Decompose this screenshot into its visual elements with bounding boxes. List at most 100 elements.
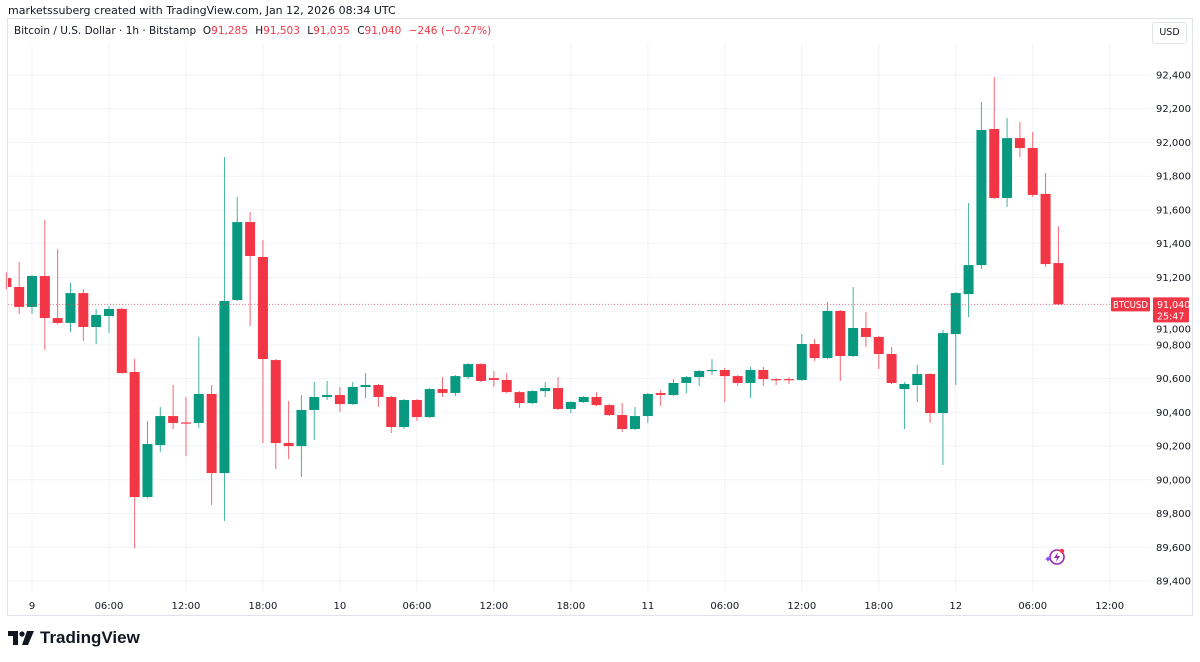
candle-down[interactable]	[886, 347, 897, 384]
candle-down[interactable]	[1040, 172, 1051, 267]
candle-body	[488, 378, 499, 380]
candle-up[interactable]	[424, 388, 435, 419]
currency-button[interactable]: USD	[1152, 22, 1187, 44]
candle-down[interactable]	[835, 309, 846, 381]
candle-up[interactable]	[27, 274, 37, 315]
candle-down[interactable]	[732, 375, 743, 387]
price-tick-label: 89,600	[1156, 543, 1191, 554]
time-tick-label: 06:00	[1018, 601, 1047, 612]
open-value: 91,285	[211, 25, 248, 37]
candle-down[interactable]	[925, 373, 936, 423]
candle-up[interactable]	[706, 359, 717, 376]
candle-down[interactable]	[719, 368, 730, 403]
candle-down[interactable]	[52, 249, 63, 325]
candle-down[interactable]	[989, 77, 1000, 199]
candle-up[interactable]	[681, 376, 692, 394]
candle-up[interactable]	[745, 366, 756, 398]
candle-up[interactable]	[963, 203, 974, 318]
candle-down[interactable]	[655, 390, 666, 407]
candle-down[interactable]	[257, 239, 268, 444]
candle-down[interactable]	[591, 392, 602, 407]
candle-body	[91, 315, 102, 327]
candle-body	[309, 396, 320, 410]
candle-down[interactable]	[14, 262, 25, 315]
candle-up[interactable]	[912, 364, 923, 403]
candle-down[interactable]	[553, 377, 564, 410]
candle-down[interactable]	[168, 385, 179, 430]
candle-down[interactable]	[39, 220, 50, 350]
candle-down[interactable]	[783, 377, 794, 384]
candle-up[interactable]	[668, 379, 679, 396]
candle-up[interactable]	[232, 196, 243, 302]
time-tick-label: 06:00	[710, 601, 739, 612]
candle-down[interactable]	[1014, 122, 1025, 157]
candle-up[interactable]	[937, 330, 948, 465]
candle-down[interactable]	[501, 373, 512, 394]
candle-up[interactable]	[1002, 118, 1013, 208]
candle-up[interactable]	[65, 282, 76, 333]
candle-up[interactable]	[796, 334, 807, 381]
candle-down[interactable]	[245, 211, 256, 326]
candle-down[interactable]	[604, 404, 615, 417]
candle-down[interactable]	[476, 363, 487, 382]
candle-up[interactable]	[976, 101, 987, 269]
candle-down[interactable]	[437, 377, 448, 397]
tradingview-logo[interactable]: TradingView	[8, 628, 140, 648]
candle-up[interactable]	[347, 381, 358, 406]
candle-down[interactable]	[873, 335, 884, 369]
candle-down[interactable]	[617, 403, 628, 433]
candle-down[interactable]	[206, 385, 217, 505]
candle-down[interactable]	[5, 272, 12, 290]
candle-up[interactable]	[463, 363, 474, 380]
candle-down[interactable]	[1027, 132, 1038, 197]
candle-up[interactable]	[822, 302, 833, 360]
candle-body	[476, 364, 487, 381]
candle-down[interactable]	[809, 338, 820, 362]
candle-down[interactable]	[386, 395, 397, 434]
candle-down[interactable]	[78, 289, 89, 341]
candle-up[interactable]	[360, 373, 371, 398]
candle-down[interactable]	[411, 399, 422, 421]
candle-body	[706, 369, 717, 372]
candle-up[interactable]	[565, 401, 576, 414]
candle-up[interactable]	[91, 308, 102, 345]
candle-down[interactable]	[180, 396, 191, 457]
candle-down[interactable]	[514, 391, 525, 408]
candle-down[interactable]	[270, 359, 281, 470]
candle-up[interactable]	[219, 156, 230, 521]
candle-down[interactable]	[758, 366, 769, 387]
candle-up[interactable]	[540, 381, 551, 397]
lightning-assistant-icon[interactable]	[1045, 548, 1065, 565]
candle-up[interactable]	[142, 420, 153, 499]
candle-down[interactable]	[373, 383, 384, 407]
candle-down[interactable]	[334, 387, 345, 412]
price-tick-label: 90,200	[1156, 442, 1191, 453]
candle-down[interactable]	[129, 359, 140, 548]
candle-body	[732, 376, 743, 383]
candle-down[interactable]	[860, 311, 871, 348]
candle-up[interactable]	[630, 406, 641, 431]
candle-up[interactable]	[578, 395, 589, 404]
candle-up[interactable]	[399, 399, 410, 430]
candle-up[interactable]	[296, 394, 307, 477]
candle-up[interactable]	[103, 306, 114, 334]
candle-up[interactable]	[899, 381, 910, 430]
candle-down[interactable]	[771, 378, 782, 386]
candle-down[interactable]	[1053, 226, 1064, 306]
candle-up[interactable]	[193, 336, 204, 429]
candle-up[interactable]	[848, 287, 859, 358]
candle-down[interactable]	[488, 371, 499, 388]
candle-up[interactable]	[527, 390, 538, 405]
candle-down[interactable]	[116, 307, 127, 374]
candle-down[interactable]	[283, 401, 294, 460]
candle-up[interactable]	[450, 375, 461, 396]
candle-body	[424, 389, 435, 418]
candle-up[interactable]	[322, 380, 333, 401]
candle-up[interactable]	[950, 292, 961, 386]
candle-up[interactable]	[155, 406, 166, 452]
candle-up[interactable]	[642, 392, 653, 423]
candle-up[interactable]	[309, 381, 320, 440]
candle-up[interactable]	[694, 369, 705, 387]
candle-body	[989, 128, 1000, 198]
